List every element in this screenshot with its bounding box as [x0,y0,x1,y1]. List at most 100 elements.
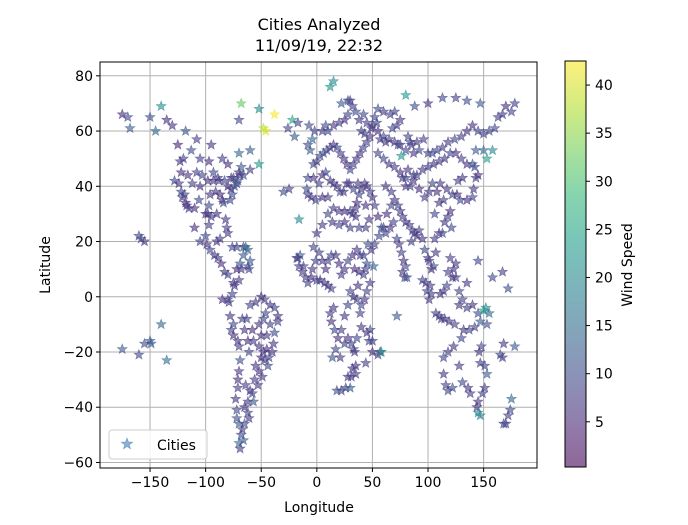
city-point [496,108,509,120]
city-point [438,312,451,324]
city-point [470,144,482,156]
city-point [264,318,276,330]
city-point [335,97,348,109]
city-point [175,166,187,178]
colorbar-tick-label: 40 [595,78,613,94]
city-point [174,155,186,167]
city-point [354,307,366,319]
city-point [401,271,413,283]
city-point [474,97,487,109]
city-point [116,108,128,120]
city-point [160,113,173,125]
city-point [349,368,362,379]
city-point [168,174,181,186]
city-point [504,403,517,415]
city-point [488,122,501,134]
city-point [293,213,305,225]
y-tick-label: 20 [75,235,93,251]
city-point [214,232,226,244]
city-point [324,80,336,92]
city-point [166,119,179,131]
city-point [464,387,477,399]
city-point [453,359,465,371]
city-point [347,182,360,194]
city-point [509,97,521,109]
y-tick-label: 80 [75,69,93,85]
city-point [486,144,499,156]
city-point [474,356,487,368]
city-point [505,105,518,117]
city-point [313,177,325,189]
city-point [248,373,261,385]
city-point [342,254,354,266]
city-point [231,403,243,415]
city-point [416,232,429,244]
city-point [268,326,281,338]
city-point [346,100,359,112]
x-tick-label: 50 [364,475,382,491]
city-point [225,171,237,183]
city-point [486,271,499,283]
city-point [219,213,232,225]
city-point [233,274,245,286]
city-point [387,216,400,228]
city-point [400,89,412,101]
city-point [349,210,362,222]
city-point [116,343,128,355]
city-point [467,182,480,194]
city-point [243,263,255,275]
city-point [466,119,479,131]
city-point [234,354,246,366]
city-point [190,133,203,145]
chart-title: Cities Analyzed [258,15,381,34]
city-point [363,213,375,225]
city-point [472,169,484,181]
city-point [329,343,342,355]
city-point [247,334,260,346]
city-point [388,160,401,172]
city-point [311,155,323,167]
city-point [217,196,230,208]
city-point [438,216,451,228]
x-tick-label: 100 [415,475,442,491]
city-point [377,152,390,164]
city-point [353,188,365,200]
city-point [237,434,250,446]
city-point [372,210,384,222]
city-point [352,279,364,291]
city-point [447,263,460,275]
colorbar-tick-label: 5 [595,415,604,431]
city-point [405,235,418,247]
city-point [468,321,481,333]
city-point [502,409,514,421]
city-point [445,221,458,233]
city-point [438,152,451,164]
city-point [450,257,462,269]
city-point [394,205,406,217]
city-point [437,368,450,379]
city-point [400,260,412,272]
city-point [402,163,414,175]
city-point [349,359,362,371]
city-point [338,113,351,125]
city-point [472,395,484,407]
city-point [325,249,338,261]
city-point [238,323,251,335]
city-point [391,119,403,131]
city-point [397,254,410,266]
y-tick-label: 60 [75,124,93,140]
city-point [391,232,403,244]
city-point [239,240,252,252]
city-point [416,274,429,286]
city-point [232,334,244,346]
city-point [227,329,240,341]
city-point [349,105,362,117]
city-point [407,169,420,181]
city-point [309,254,322,266]
city-point [235,160,247,172]
city-point [234,442,246,454]
city-point [313,246,325,258]
city-point [456,376,469,388]
city-point [133,348,145,360]
city-point [462,381,474,393]
